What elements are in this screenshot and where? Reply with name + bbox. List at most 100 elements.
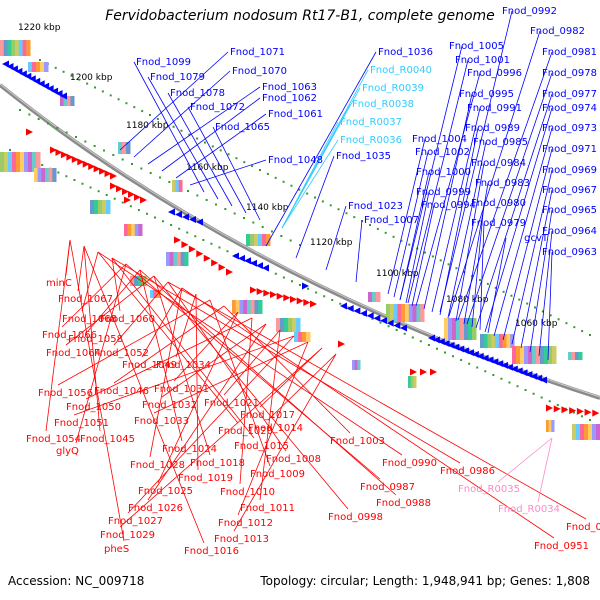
- gene-color-band: [28, 62, 33, 72]
- gene-color-band: [588, 424, 593, 440]
- outer-tick-dot: [345, 212, 348, 215]
- middle-tick-dot: [159, 176, 161, 179]
- forward-strand-arrow: [310, 300, 317, 308]
- forward-strand-arrow: [122, 188, 129, 196]
- gene-color-band: [444, 318, 449, 340]
- gene-color-band: [448, 318, 453, 340]
- gene-color-band: [536, 346, 541, 364]
- gene-color-band: [571, 352, 576, 360]
- inner-tick-dot: [435, 347, 438, 350]
- leader-line: [223, 305, 351, 434]
- middle-tick-dot: [56, 127, 59, 129]
- scale-label: 1080 kbp: [446, 295, 489, 305]
- leader-line: [111, 257, 121, 312]
- gene-color-band: [22, 40, 27, 56]
- inner-tick-dot: [347, 306, 350, 309]
- leader-line: [479, 222, 485, 331]
- forward-gene-label: Fnod_1032: [142, 400, 197, 411]
- inner-tick-dot: [460, 359, 463, 361]
- gene-color-band: [239, 300, 244, 314]
- forward-gene-label: Fnod_1034: [156, 360, 211, 371]
- reverse-gene-label: Fnod_1035: [336, 151, 391, 162]
- rna-gene-label: Fnod_R0038: [352, 99, 414, 110]
- gene-color-band: [166, 252, 171, 266]
- inner-tick-dot: [41, 164, 44, 166]
- leader-line: [81, 251, 99, 312]
- gene-color-band: [8, 152, 13, 172]
- reverse-gene-label: Fnod_1072: [190, 102, 245, 113]
- outer-tick-dot: [282, 180, 285, 183]
- outer-tick-dot: [290, 184, 293, 187]
- leader-line: [415, 72, 481, 307]
- forward-strand-arrow: [338, 340, 345, 348]
- reverse-strand-arrow: [28, 75, 36, 83]
- leader-line: [77, 245, 85, 292]
- gene-color-band: [156, 290, 161, 298]
- inner-tick-dot: [81, 182, 84, 185]
- gene-color-band: [456, 318, 461, 340]
- outer-tick-dot: [117, 98, 120, 101]
- gene-color-band: [491, 334, 496, 348]
- reverse-strand-arrow: [256, 262, 263, 270]
- middle-tick-dot: [224, 208, 227, 210]
- forward-gene-label: Fnod_1003: [330, 436, 385, 447]
- outer-tick-dot: [62, 70, 65, 73]
- inner-tick-dot: [323, 295, 326, 298]
- forward-gene-label: Fnod_1016: [184, 546, 239, 557]
- gene-color-band: [102, 200, 107, 214]
- reverse-gene-label: Fnod_0984: [471, 158, 526, 169]
- outer-tick-dot: [494, 286, 497, 289]
- reverse-strand-arrow: [19, 70, 27, 78]
- reverse-strand-arrow: [42, 82, 50, 90]
- forward-strand-arrow: [88, 163, 96, 171]
- middle-tick-dot: [215, 203, 217, 206]
- reverse-gene-label: Fnod_0992: [502, 6, 557, 17]
- rna-forward-gene-label: Fnod_R0034: [498, 504, 560, 515]
- forward-gene-label: Fnod_1019: [178, 473, 233, 484]
- leader-line: [439, 127, 479, 316]
- reverse-strand-arrow: [15, 67, 23, 75]
- inner-tick-dot: [282, 276, 285, 279]
- outer-tick-dot: [86, 82, 89, 85]
- reverse-gene-label: Fnod_0964: [542, 226, 597, 237]
- outer-tick-dot: [400, 239, 403, 242]
- inner-tick-dot: [226, 250, 229, 253]
- reverse-gene-label: Fnod_1079: [150, 72, 205, 83]
- gene-color-band: [532, 346, 537, 364]
- reverse-gene-label: Fnod_0981: [542, 47, 597, 58]
- inner-tick-dot: [194, 235, 197, 238]
- reverse-gene-label: Fnod_1070: [232, 66, 287, 77]
- gene-color-band: [512, 346, 517, 364]
- gene-color-band: [258, 234, 263, 246]
- outer-tick-dot: [369, 224, 371, 226]
- gene-color-band: [118, 142, 123, 154]
- leader-line: [189, 159, 267, 186]
- reverse-gene-label: Fnod_1063: [262, 82, 317, 93]
- leader-line: [83, 245, 205, 544]
- outer-tick-dot: [353, 216, 356, 219]
- middle-tick-dot: [299, 244, 301, 246]
- middle-tick-dot: [243, 217, 245, 219]
- reverse-strand-arrow: [175, 211, 182, 218]
- leader-line: [281, 121, 339, 229]
- inner-tick-dot: [419, 340, 422, 343]
- reverse-strand-arrow: [373, 314, 381, 322]
- forward-strand-arrow: [140, 196, 147, 204]
- forward-strand-arrow: [60, 151, 68, 159]
- outer-tick-dot: [188, 133, 191, 136]
- outer-tick-dot: [180, 129, 183, 132]
- gene-color-band: [16, 152, 21, 172]
- outer-tick-dot: [149, 114, 151, 116]
- outer-tick-dot: [141, 110, 144, 113]
- reverse-strand-arrow: [386, 319, 394, 327]
- inner-tick-dot: [532, 392, 535, 395]
- forward-gene-label: Fnod_0986: [440, 466, 495, 477]
- forward-strand-arrow: [211, 259, 219, 267]
- forward-strand-arrow: [584, 408, 592, 416]
- forward-gene-label: Fnod_1054: [26, 434, 81, 445]
- leader-line: [455, 162, 485, 322]
- leader-line: [411, 204, 435, 307]
- forward-gene-label: Fnod_1031: [154, 384, 209, 395]
- gene-color-band: [480, 334, 485, 348]
- gene-color-band: [296, 318, 301, 332]
